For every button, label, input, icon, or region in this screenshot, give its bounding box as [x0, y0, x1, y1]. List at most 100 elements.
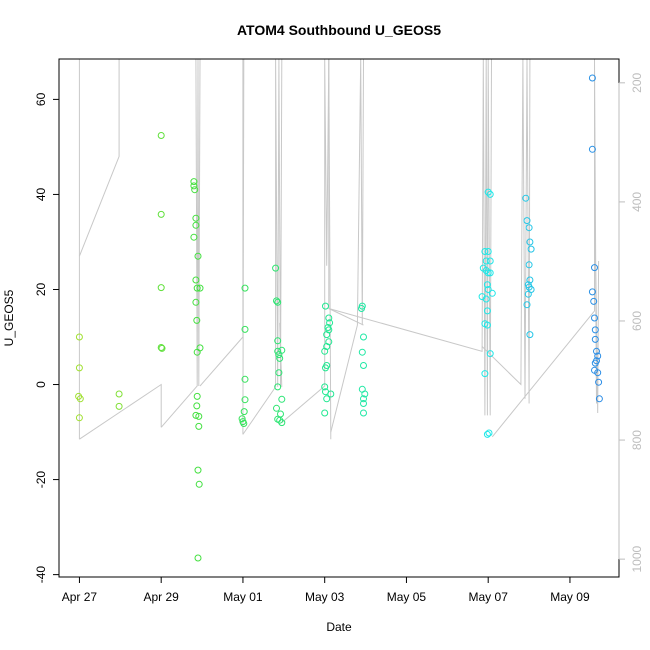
data-point — [588, 288, 596, 296]
data-point — [115, 390, 123, 398]
data-point — [526, 238, 534, 246]
data-point — [278, 395, 286, 403]
data-point — [526, 331, 534, 339]
x-tick-label: May 05 — [387, 590, 427, 604]
altitude-track — [330, 58, 364, 433]
x-tick-label: May 09 — [550, 590, 590, 604]
data-point — [115, 402, 123, 410]
data-point — [486, 350, 494, 358]
data-point — [486, 190, 494, 198]
data-point — [523, 217, 531, 225]
data-point — [190, 178, 198, 186]
data-point — [241, 375, 249, 383]
data-point — [591, 326, 599, 334]
data-point — [484, 286, 492, 293]
data-point — [588, 145, 596, 153]
data-point — [192, 221, 200, 229]
data-point — [190, 233, 198, 241]
altitude-track — [242, 58, 283, 435]
data-point — [321, 409, 329, 417]
data-point — [484, 188, 492, 196]
data-point — [278, 346, 286, 354]
data-point — [591, 264, 598, 272]
data-point — [322, 364, 329, 372]
data-point — [326, 319, 334, 327]
x-axis: Apr 27 Apr 29 May 01 May 03 May 05 May 07 May … — [62, 576, 590, 604]
x-tick-label: Apr 29 — [144, 590, 180, 604]
data-point — [323, 395, 331, 403]
altitude-track — [160, 58, 201, 428]
data-point — [483, 430, 491, 438]
data-point — [75, 414, 83, 422]
data-point — [193, 316, 201, 324]
altitude-track — [242, 58, 245, 435]
data-point — [195, 422, 203, 430]
data-point — [190, 182, 198, 190]
data-point — [360, 400, 367, 407]
data-point — [194, 252, 202, 260]
data-point — [327, 390, 335, 398]
data-point — [193, 284, 201, 292]
y2-axis: 200 400 600 800 1000 — [618, 72, 644, 572]
data-point — [360, 333, 367, 341]
data-point — [525, 224, 533, 232]
y-axis: -40 -20 0 20 40 60 — [34, 92, 60, 583]
data-point — [274, 298, 282, 306]
y-tick-label: -20 — [34, 471, 48, 489]
altitude-track — [328, 58, 492, 416]
data-point — [595, 378, 603, 386]
data-point — [594, 352, 602, 360]
data-point — [238, 415, 246, 423]
data-point — [591, 359, 599, 367]
data-point — [358, 305, 365, 312]
data-point — [486, 269, 494, 277]
data-point — [276, 354, 284, 362]
y-tick-label: 20 — [34, 282, 48, 296]
data-point — [594, 369, 602, 377]
data-point — [241, 325, 249, 333]
data-point — [591, 314, 598, 322]
y2-tick-label: 400 — [630, 192, 644, 212]
data-point — [240, 420, 248, 427]
data-point — [523, 301, 531, 309]
data-point — [485, 429, 493, 437]
y2-tick-label: 200 — [630, 72, 644, 92]
data-point — [193, 402, 201, 410]
data-point — [277, 410, 284, 418]
data-point — [194, 466, 202, 474]
data-point — [321, 347, 329, 355]
data-point — [483, 321, 491, 329]
x-axis-label: Date — [326, 620, 352, 634]
data-point — [488, 289, 496, 297]
data-point — [157, 284, 165, 292]
data-point — [157, 132, 165, 139]
data-point — [595, 395, 603, 403]
data-point — [272, 264, 280, 272]
data-point — [196, 344, 204, 352]
y-tick-label: 40 — [34, 187, 48, 201]
plot-frame — [58, 58, 620, 578]
data-point — [482, 295, 490, 303]
data-point — [157, 210, 165, 218]
data-point — [361, 390, 369, 398]
altitude-track — [199, 59, 244, 387]
data-point — [193, 392, 201, 400]
altitude-track — [78, 59, 120, 257]
data-point — [360, 362, 367, 369]
data-point — [192, 214, 200, 222]
data-point — [158, 344, 166, 352]
data-point — [358, 348, 366, 356]
altitude-track — [79, 383, 162, 440]
data-point — [240, 408, 248, 416]
data-point — [321, 383, 329, 391]
data-point — [486, 257, 494, 265]
y2-tick-label: 1000 — [630, 545, 644, 572]
data-point — [191, 186, 199, 194]
data-point — [194, 554, 202, 562]
data-point — [76, 395, 84, 403]
y-tick-label: 0 — [34, 381, 48, 388]
y2-tick-label: 600 — [630, 311, 644, 331]
data-point — [75, 364, 83, 372]
data-point — [527, 245, 535, 253]
